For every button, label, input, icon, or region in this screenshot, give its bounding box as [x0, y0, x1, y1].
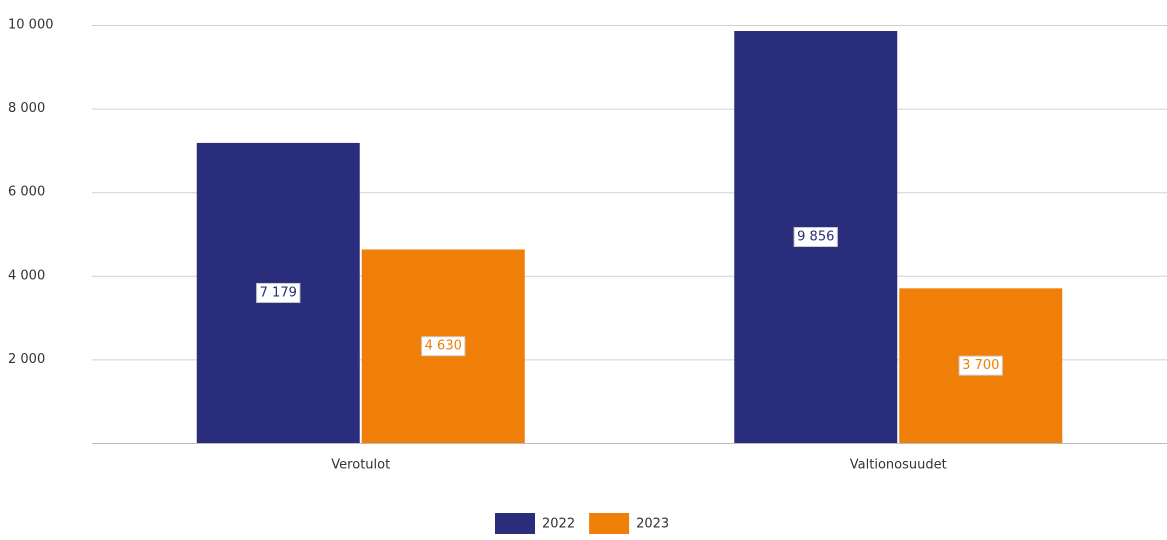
- data-label: 3 700: [962, 358, 999, 373]
- data-label-box: [256, 282, 301, 303]
- y-tick-label: 6 000: [8, 185, 45, 200]
- x-tick-label: Verotulot: [331, 458, 390, 473]
- data-label: 4 630: [425, 339, 462, 354]
- data-label-box: [958, 355, 1003, 376]
- y-tick-label: 10 000: [8, 18, 54, 33]
- x-tick-label: Valtionosuudet: [850, 458, 947, 473]
- legend-label: 2023: [636, 517, 669, 532]
- legend-label: 2022: [542, 517, 575, 532]
- data-label-box: [793, 227, 838, 248]
- legend-swatch: [495, 513, 535, 534]
- y-tick-label: 8 000: [8, 101, 45, 116]
- y-tick-label: 4 000: [8, 268, 45, 283]
- data-label-box: [421, 336, 466, 357]
- y-tick-label: 2 000: [8, 352, 45, 367]
- data-label: 7 179: [260, 285, 297, 300]
- data-label: 9 856: [797, 230, 834, 245]
- legend-swatch: [589, 513, 630, 534]
